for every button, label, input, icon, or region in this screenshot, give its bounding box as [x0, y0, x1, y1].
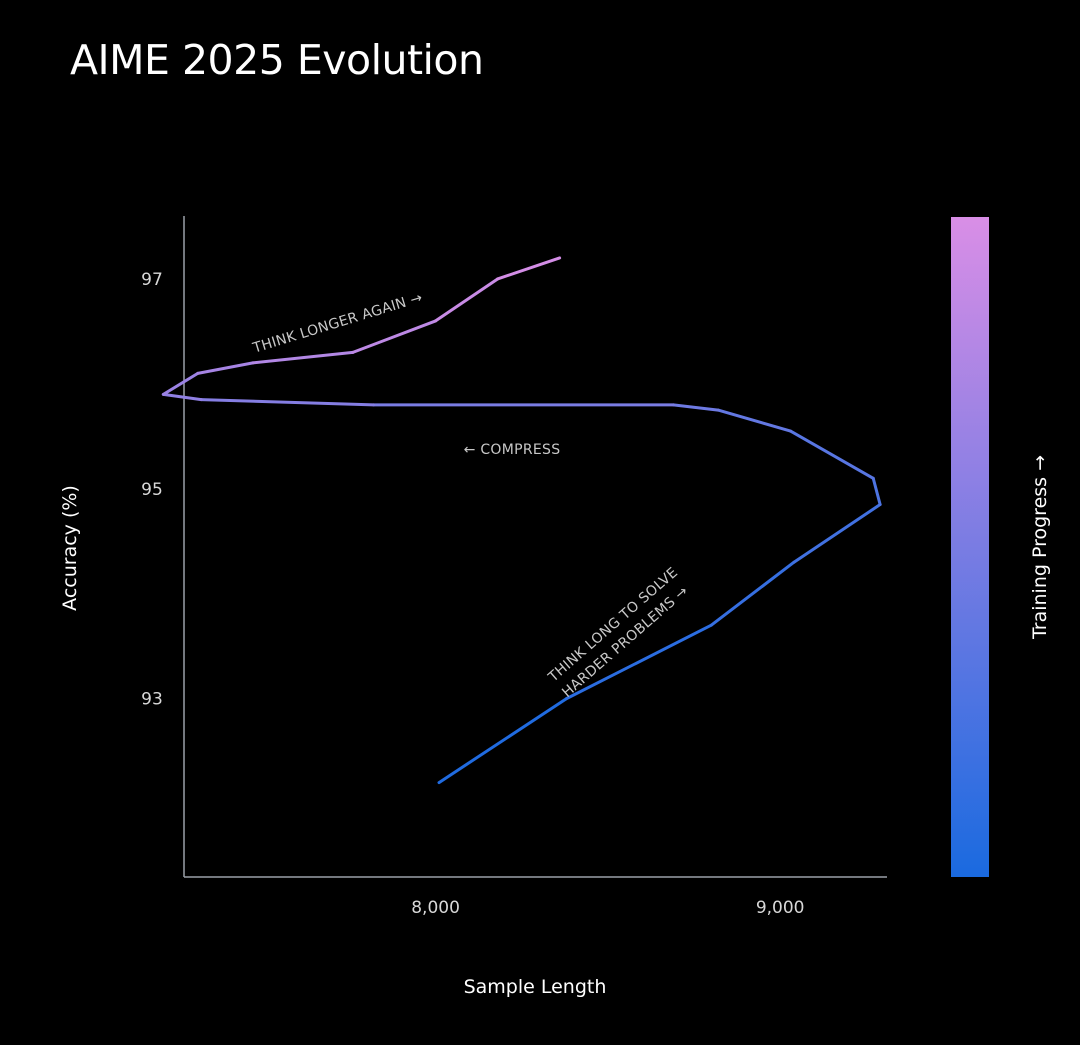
- series-line-segment: [161, 371, 200, 396]
- series-line-segment: [716, 408, 793, 433]
- chart-title: AIME 2025 Evolution: [70, 36, 484, 84]
- x-axis-label: Sample Length: [464, 976, 607, 998]
- series-line-segment: [251, 350, 355, 365]
- series-line-segment: [196, 361, 255, 375]
- y-tick-label: 93: [141, 690, 163, 710]
- y-axis-label: Accuracy (%): [59, 485, 81, 611]
- series-line-segment: [789, 429, 875, 480]
- x-tick-label: 9,000: [756, 898, 805, 918]
- series-line-segment: [437, 697, 569, 785]
- series-line-segment: [161, 392, 203, 402]
- y-tick-label: 97: [141, 270, 163, 290]
- series-line-segment: [671, 403, 720, 412]
- x-tick-label: 8,000: [411, 898, 460, 918]
- y-tick-label: 95: [141, 480, 163, 500]
- series-line-segment: [496, 256, 562, 281]
- series-line-segment: [351, 319, 438, 354]
- series-line-segment: [199, 398, 376, 407]
- series-line-segment: [792, 503, 882, 564]
- series-line-segment: [871, 476, 882, 507]
- colorbar-label: Training Progress →: [1029, 455, 1051, 640]
- annotation-think-long-line-2: HARDER PROBLEMS →: [559, 583, 691, 701]
- annotation-think-longer-again: THINK LONGER AGAIN →: [250, 290, 424, 357]
- series-line-segment: [709, 560, 796, 627]
- colorbar: [951, 217, 989, 877]
- series-line-segment: [565, 623, 713, 701]
- annotation-think-long-line-1: THINK LONG TO SOLVE: [545, 565, 681, 686]
- annotation-compress: ← COMPRESS: [464, 442, 561, 458]
- series-line-segment: [434, 277, 500, 323]
